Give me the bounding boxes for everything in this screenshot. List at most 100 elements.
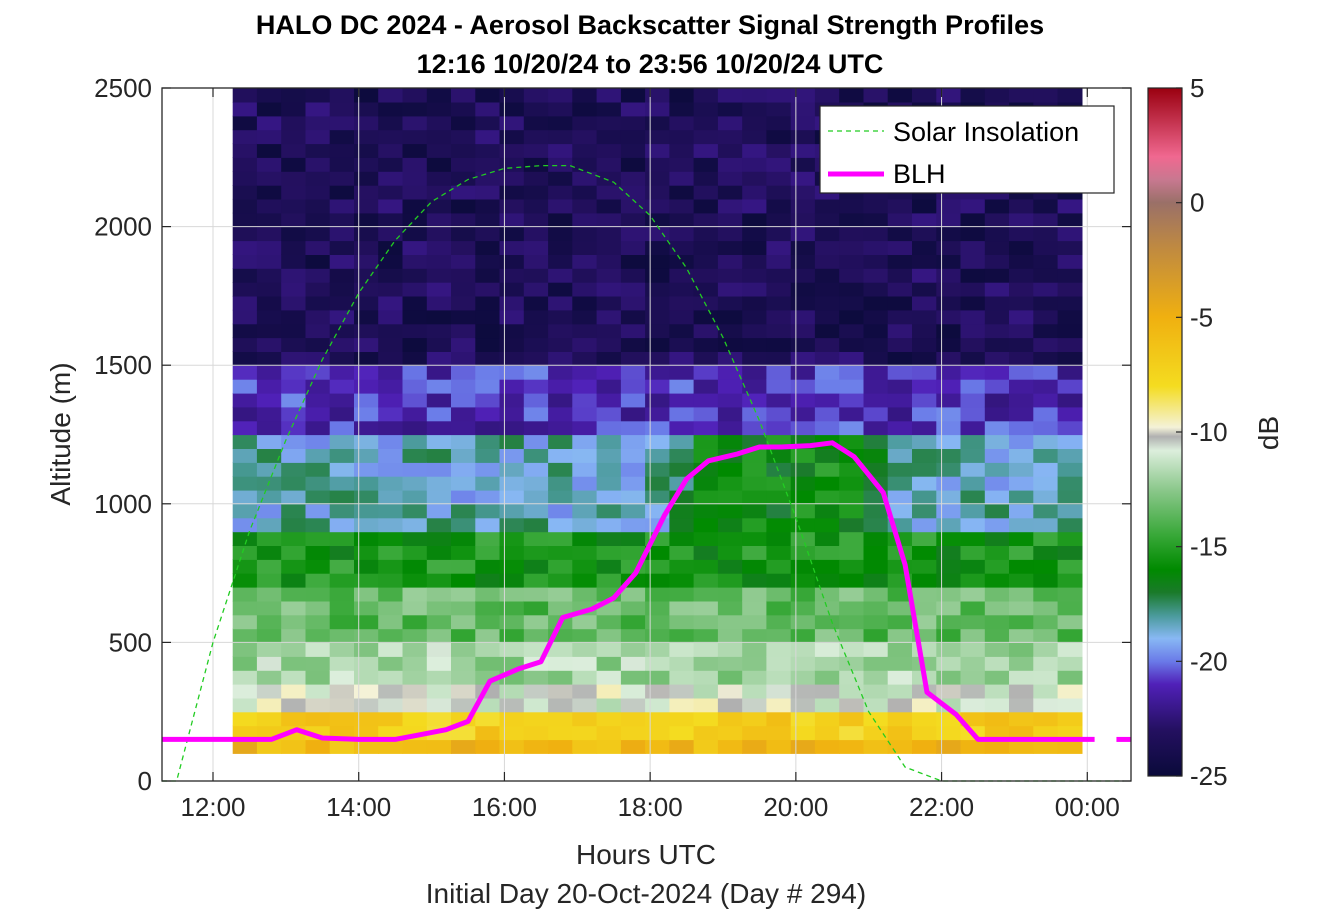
heatmap-cell — [839, 517, 865, 533]
heatmap-cell — [742, 684, 768, 699]
heatmap-cell — [475, 240, 501, 255]
heatmap-cell — [669, 337, 695, 352]
heatmap-cell — [693, 725, 719, 741]
heatmap-cell — [426, 212, 452, 228]
heatmap-cell — [329, 559, 355, 574]
heatmap-cell — [814, 628, 840, 643]
heatmap-cell — [256, 503, 282, 519]
heatmap-cell — [620, 670, 646, 685]
heatmap-cell — [572, 587, 598, 602]
heatmap-cell — [451, 282, 476, 297]
heatmap-cell — [620, 254, 646, 269]
heatmap-cell — [548, 448, 573, 463]
heatmap-cell — [1057, 462, 1083, 477]
heatmap-cell — [281, 684, 307, 699]
heatmap-cell — [1009, 476, 1034, 491]
heatmap-cell — [669, 226, 695, 242]
heatmap-cell — [499, 489, 525, 505]
heatmap-cell — [790, 711, 816, 727]
heatmap-cell — [936, 379, 962, 394]
heatmap-cell — [814, 268, 840, 283]
heatmap-cell — [912, 198, 937, 214]
heatmap-cell — [814, 503, 840, 519]
heatmap-cell — [596, 254, 622, 269]
heatmap-cell — [354, 642, 379, 657]
heatmap-cell — [1033, 462, 1059, 477]
heatmap-cell — [329, 323, 355, 339]
heatmap-cell — [232, 587, 258, 602]
heatmap-cell — [499, 517, 525, 533]
heatmap-cell — [378, 323, 404, 339]
heatmap-cell — [960, 351, 986, 366]
heatmap-cell — [451, 365, 476, 380]
heatmap-cell — [596, 476, 622, 491]
heatmap-cell — [669, 88, 695, 103]
heatmap-cell — [839, 254, 865, 269]
heatmap-cell — [766, 337, 792, 352]
heatmap-cell — [1057, 642, 1083, 657]
heatmap-cell — [1009, 587, 1034, 602]
colorbar-tick-label: -20 — [1190, 646, 1228, 676]
heatmap-cell — [960, 642, 986, 657]
heatmap-cell — [329, 198, 355, 214]
heatmap-cell — [742, 379, 768, 394]
heatmap-cell — [693, 254, 719, 269]
heatmap-cell — [305, 101, 331, 117]
heatmap-cell — [451, 642, 476, 657]
heatmap-cell — [814, 614, 840, 630]
heatmap-cell — [887, 240, 913, 255]
heatmap-cell — [548, 337, 573, 352]
heatmap-cell — [863, 240, 889, 255]
heatmap-cell — [305, 254, 331, 269]
heatmap-cell — [281, 129, 307, 145]
heatmap-cell — [960, 739, 986, 754]
heatmap-cell — [717, 697, 743, 713]
heatmap-cell — [523, 559, 549, 574]
heatmap-cell — [814, 295, 840, 311]
heatmap-cell — [912, 379, 937, 394]
heatmap-cell — [863, 559, 889, 574]
heatmap-cell — [426, 670, 452, 685]
heatmap-cell — [426, 365, 452, 380]
heatmap-cell — [426, 711, 452, 727]
heatmap-cell — [863, 739, 889, 754]
heatmap-cell — [1057, 489, 1083, 505]
plot-frame — [161, 87, 1132, 782]
heatmap-cell — [402, 434, 428, 449]
heatmap-cell — [620, 143, 646, 158]
heatmap-cell — [596, 462, 622, 477]
heatmap-cell — [305, 171, 331, 186]
heatmap-cell — [960, 503, 986, 519]
heatmap-cell — [378, 628, 404, 643]
heatmap-cell — [256, 379, 282, 394]
heatmap-cell — [305, 587, 331, 602]
heatmap-cell — [863, 392, 889, 408]
heatmap-cell — [256, 392, 282, 408]
heatmap-cell — [620, 171, 646, 186]
heatmap-cell — [839, 573, 865, 588]
heatmap-cell — [305, 573, 331, 588]
heatmap-cell — [451, 309, 476, 325]
heatmap-cell — [887, 614, 913, 630]
heatmap-cell — [354, 725, 379, 741]
heatmap-cell — [645, 434, 670, 449]
heatmap-cell — [572, 670, 598, 685]
series-layer — [162, 164, 1131, 782]
heatmap-cell — [232, 254, 258, 269]
heatmap-cell — [451, 212, 476, 228]
heatmap-cell — [645, 448, 670, 463]
heatmap-cell — [863, 684, 889, 699]
heatmap-cell — [475, 614, 501, 630]
heatmap-cell — [232, 656, 258, 671]
heatmap-cell — [499, 101, 525, 117]
heatmap-cell — [669, 406, 695, 422]
heatmap-cell — [766, 739, 792, 754]
heatmap-cell — [1009, 684, 1034, 699]
heatmap-cell — [814, 489, 840, 505]
heatmap-cell — [669, 503, 695, 519]
heatmap-cell — [523, 476, 549, 491]
heatmap-cell — [572, 406, 598, 422]
heatmap-cell — [1057, 323, 1083, 339]
heatmap-cell — [936, 628, 962, 643]
series-line-solar-insolation — [162, 164, 1124, 782]
